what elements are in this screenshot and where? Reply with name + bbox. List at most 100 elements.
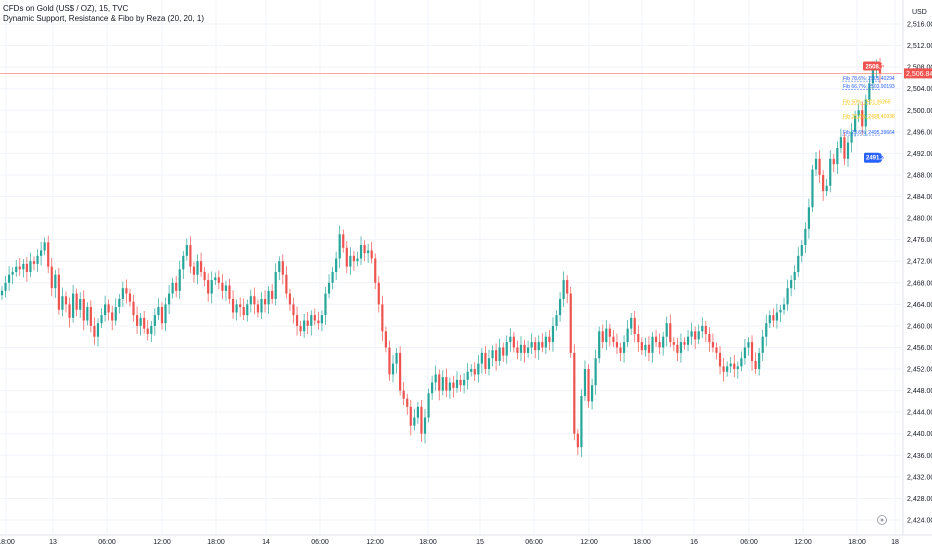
candle-body xyxy=(654,336,658,343)
candle xyxy=(125,279,128,304)
x-tick-label: 18:00 xyxy=(633,539,651,546)
candle-body xyxy=(114,307,117,321)
candle xyxy=(775,303,779,329)
x-tick-label: 12:00 xyxy=(794,539,812,546)
candle xyxy=(658,333,661,354)
candle xyxy=(303,313,306,338)
candle xyxy=(324,286,327,325)
candle-body xyxy=(672,342,675,345)
candle xyxy=(843,132,846,166)
candle xyxy=(679,333,683,363)
candle-body xyxy=(359,245,363,259)
candle-body xyxy=(850,131,853,143)
candle xyxy=(654,329,658,347)
candle xyxy=(583,360,587,401)
candle xyxy=(135,306,139,334)
candle-body xyxy=(519,344,523,353)
candle xyxy=(150,321,153,343)
candle-body xyxy=(86,307,89,321)
candle xyxy=(96,318,100,347)
candle-body xyxy=(658,342,661,348)
candle-body xyxy=(217,277,220,283)
candle-body xyxy=(128,293,132,302)
symbol-title[interactable]: CFDs on Gold (US$ / OZ), 15, TVC xyxy=(3,4,129,13)
candle-body xyxy=(473,369,476,375)
candle xyxy=(224,280,228,301)
candle xyxy=(487,349,491,376)
candle xyxy=(345,241,348,274)
candle-body xyxy=(423,417,427,434)
candle xyxy=(167,284,171,315)
candle xyxy=(651,331,654,363)
x-tick-label: 12:00 xyxy=(580,539,598,546)
candle-body xyxy=(651,336,654,353)
candle xyxy=(139,312,142,336)
grid-lines xyxy=(0,0,902,535)
candle-body xyxy=(118,298,121,308)
candle xyxy=(829,150,832,193)
y-tick-label: 2,424.00 xyxy=(907,518,932,525)
y-tick-label: 2,500.00 xyxy=(907,108,932,115)
candle-body xyxy=(857,110,860,116)
y-tick-label: 2,452.00 xyxy=(907,367,932,374)
candle-body xyxy=(452,382,455,388)
candle-body xyxy=(406,398,409,407)
candle xyxy=(477,355,480,383)
candle-body xyxy=(754,360,757,370)
candle xyxy=(82,290,85,331)
candle-body xyxy=(61,296,64,310)
candle-body xyxy=(580,396,583,448)
candle-body xyxy=(71,293,75,318)
candle xyxy=(64,291,68,313)
fib-label: Fib 78.6%: 2505.40294 xyxy=(843,76,895,82)
candle xyxy=(246,299,249,322)
candle-body xyxy=(349,255,352,267)
candle xyxy=(512,331,515,353)
candle xyxy=(754,352,757,374)
candle-body xyxy=(523,344,526,353)
candle xyxy=(374,253,377,290)
candle-body xyxy=(313,315,316,321)
x-tick-label: 14 xyxy=(262,539,270,546)
x-tick-label: 16 xyxy=(690,539,698,546)
candle xyxy=(494,343,498,371)
candle xyxy=(605,319,608,351)
y-tick-label: 2,512.00 xyxy=(907,43,932,50)
candle-body xyxy=(594,358,597,386)
candle xyxy=(765,314,768,347)
y-tick-label: 2,460.00 xyxy=(907,323,932,330)
candle-body xyxy=(779,309,782,313)
candle-body xyxy=(199,261,203,272)
candle-body xyxy=(64,296,68,305)
candle xyxy=(18,257,21,276)
y-tick-label: 2,432.00 xyxy=(907,474,932,481)
candle-body xyxy=(303,320,306,332)
candle xyxy=(580,389,583,457)
candle xyxy=(726,361,729,377)
candle-body xyxy=(178,269,181,291)
candle xyxy=(864,94,867,137)
candle-body xyxy=(434,374,437,383)
candle-body xyxy=(285,274,288,294)
candle-body xyxy=(758,352,761,370)
candle xyxy=(818,150,821,184)
candle xyxy=(694,326,697,350)
candle xyxy=(452,375,455,398)
candle xyxy=(761,329,764,361)
candle xyxy=(182,250,185,280)
candle xyxy=(662,331,665,356)
candle xyxy=(729,356,732,373)
settings-icon[interactable] xyxy=(877,515,887,525)
candle-body xyxy=(569,293,572,353)
candle-body xyxy=(544,336,547,348)
price-axis-bg xyxy=(903,0,932,550)
candle-body xyxy=(790,280,793,289)
candle-body xyxy=(196,261,199,275)
candle xyxy=(221,274,224,299)
indicator-title[interactable]: Dynamic Support, Resistance & Fibo by Re… xyxy=(3,14,204,23)
candle xyxy=(854,110,857,137)
candle-body xyxy=(715,347,718,353)
candle-body xyxy=(633,317,636,334)
y-tick-label: 2,492.00 xyxy=(907,151,932,158)
